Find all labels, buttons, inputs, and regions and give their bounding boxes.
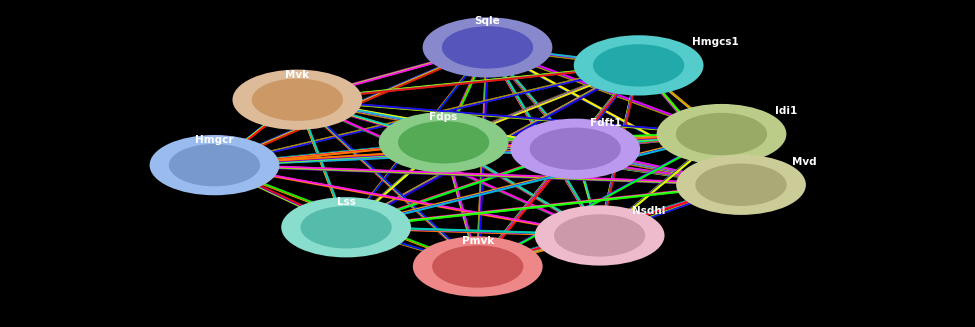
Text: Hmgcs1: Hmgcs1	[692, 37, 739, 47]
Ellipse shape	[149, 135, 280, 195]
Text: Fdft1: Fdft1	[590, 118, 621, 128]
Ellipse shape	[232, 70, 363, 130]
Ellipse shape	[300, 206, 392, 249]
Ellipse shape	[593, 44, 684, 87]
Text: Lss: Lss	[336, 197, 356, 207]
Text: Fdps: Fdps	[430, 112, 457, 122]
Ellipse shape	[656, 104, 787, 164]
Ellipse shape	[529, 128, 621, 170]
Ellipse shape	[432, 245, 524, 288]
Ellipse shape	[252, 78, 343, 121]
Ellipse shape	[573, 35, 704, 95]
Ellipse shape	[169, 144, 260, 186]
Text: Hmgcr: Hmgcr	[195, 134, 234, 145]
Ellipse shape	[412, 236, 543, 297]
Ellipse shape	[695, 164, 787, 206]
Ellipse shape	[676, 113, 767, 155]
Ellipse shape	[554, 214, 645, 257]
Ellipse shape	[281, 197, 411, 257]
Text: Mvk: Mvk	[286, 70, 309, 80]
Ellipse shape	[510, 119, 641, 179]
Text: Mvd: Mvd	[792, 157, 816, 167]
Text: Pmvk: Pmvk	[461, 236, 494, 246]
Text: Idi1: Idi1	[775, 106, 798, 116]
Ellipse shape	[422, 17, 553, 77]
Ellipse shape	[398, 121, 489, 164]
Text: Nsdhl: Nsdhl	[632, 206, 665, 216]
Ellipse shape	[534, 205, 665, 266]
Ellipse shape	[676, 155, 806, 215]
Ellipse shape	[442, 26, 533, 69]
Ellipse shape	[378, 112, 509, 172]
Text: Sqle: Sqle	[475, 16, 500, 26]
